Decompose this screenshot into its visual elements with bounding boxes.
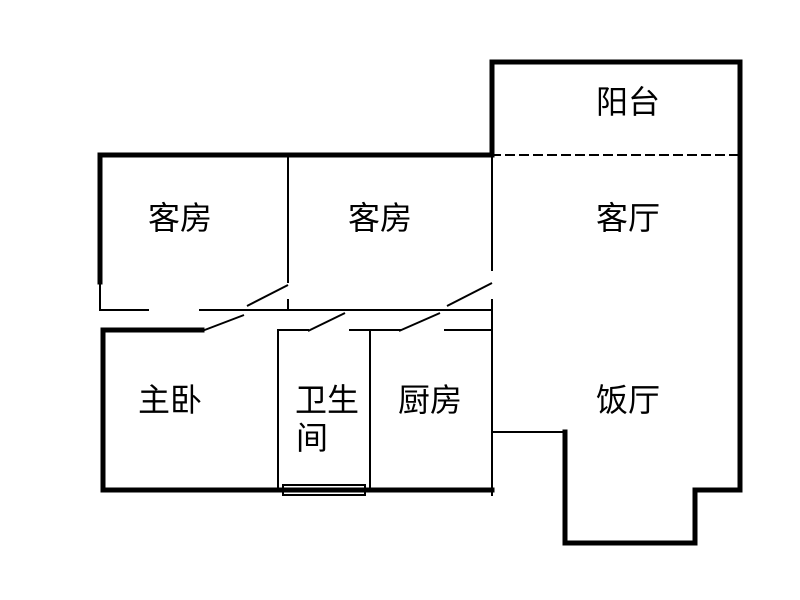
door-swing — [247, 285, 288, 306]
room-label-guest_room_1: 客房 — [148, 200, 212, 236]
door-swing — [308, 313, 345, 331]
room-label-guest_room_2: 客房 — [348, 200, 412, 236]
room-label-bathroom: 卫生 — [295, 382, 359, 418]
floorplan-canvas: 阳台客厅 客房 客房主卧 卫生间 厨房 饭厅 — [0, 0, 800, 600]
door-swing — [447, 283, 492, 306]
room-label-balcony: 阳台 — [596, 84, 660, 120]
room-label-kitchen: 厨房 — [398, 382, 462, 418]
door-swing — [202, 315, 244, 331]
room-label-bathroom-line2: 间 — [296, 420, 328, 456]
room-label-master_bedroom: 主卧 — [138, 382, 202, 418]
door-swing — [399, 313, 440, 331]
room-label-living_room: 客厅 — [596, 200, 660, 236]
room-label-dining_room: 饭厅 — [596, 382, 660, 418]
